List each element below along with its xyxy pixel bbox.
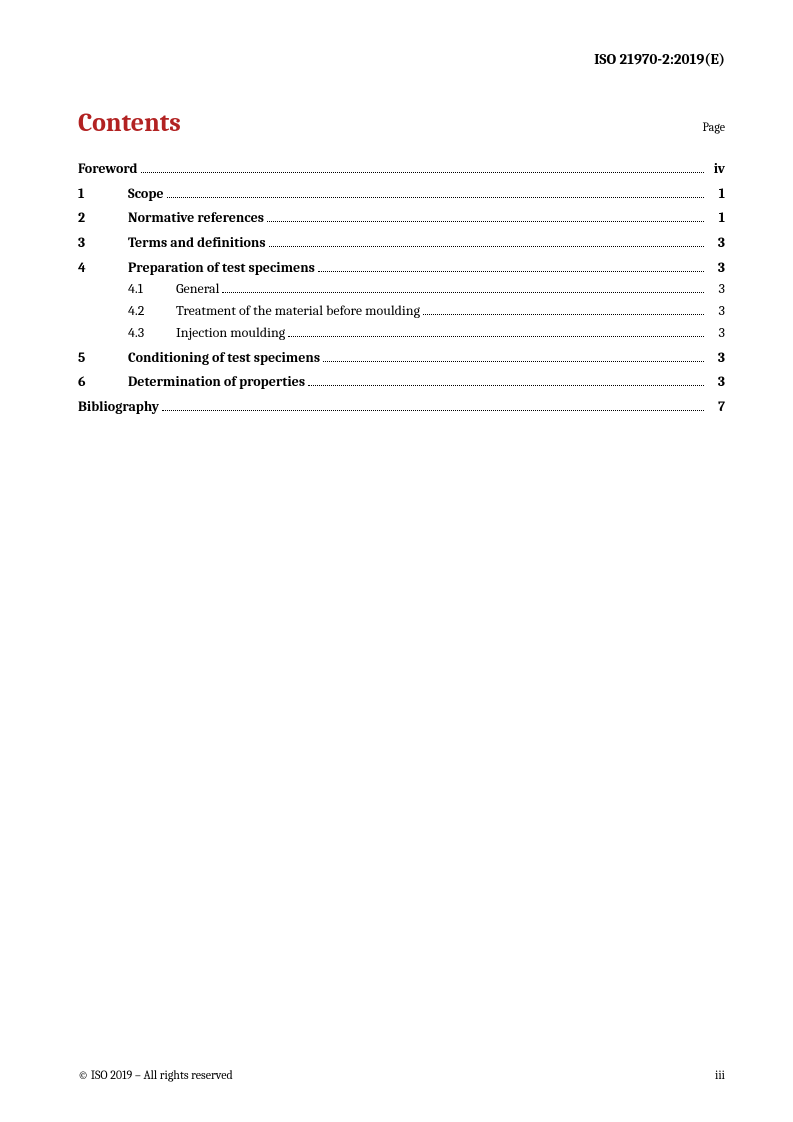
toc-subentry-treatment: 4.2 Treatment of the material before mou… (78, 300, 725, 322)
toc-subentry-injection-moulding: 4.3 Injection moulding 3 (78, 322, 725, 344)
toc-title: Normative references (128, 207, 264, 229)
page-footer: © ISO 2019 – All rights reserved iii (78, 1068, 725, 1082)
toc-title: Preparation of test specimens (128, 257, 315, 279)
toc-title: Determination of properties (128, 371, 305, 393)
toc-num: 3 (78, 232, 128, 254)
toc-entry-bibliography: Bibliography 7 (78, 396, 725, 418)
toc-title: Terms and definitions (128, 232, 266, 254)
toc-num: 4.1 (128, 278, 176, 300)
toc-subentry-general: 4.1 General 3 (78, 278, 725, 300)
toc-entry-normative-references: 2 Normative references 1 (78, 207, 725, 229)
toc-page: iv (707, 158, 725, 180)
contents-header-row: Contents Page (78, 108, 725, 138)
toc-leader (141, 172, 704, 173)
toc-page: 3 (707, 371, 725, 393)
toc-num: 4 (78, 257, 128, 279)
toc-title: Foreword (78, 158, 138, 180)
toc-page: 1 (707, 183, 725, 205)
toc-leader (222, 292, 704, 293)
toc-title: Bibliography (78, 396, 159, 418)
toc-title: General (176, 278, 219, 300)
toc-num: 1 (78, 183, 128, 205)
toc-num: 4.2 (128, 300, 176, 322)
toc-title: Scope (128, 183, 164, 205)
toc-entry-conditioning: 5 Conditioning of test specimens 3 (78, 347, 725, 369)
table-of-contents: Foreword iv 1 Scope 1 2 Normative refere… (78, 158, 725, 418)
toc-entry-scope: 1 Scope 1 (78, 183, 725, 205)
toc-page: 3 (707, 278, 725, 300)
page-column-label: Page (703, 120, 725, 134)
toc-entry-determination: 6 Determination of properties 3 (78, 371, 725, 393)
toc-page: 7 (707, 396, 725, 418)
toc-title: Injection moulding (176, 322, 285, 344)
toc-page: 1 (707, 207, 725, 229)
toc-num: 5 (78, 347, 128, 369)
toc-page: 3 (707, 300, 725, 322)
toc-num: 2 (78, 207, 128, 229)
contents-title: Contents (78, 108, 181, 138)
copyright-text: © ISO 2019 – All rights reserved (78, 1068, 233, 1082)
toc-leader (318, 271, 704, 272)
toc-page: 3 (707, 232, 725, 254)
toc-leader (308, 385, 704, 386)
document-id: ISO 21970-2:2019(E) (78, 50, 725, 68)
toc-title: Treatment of the material before mouldin… (176, 300, 420, 322)
toc-leader (323, 361, 704, 362)
toc-page: 3 (707, 322, 725, 344)
toc-num: 4.3 (128, 322, 176, 344)
toc-page: 3 (707, 257, 725, 279)
toc-entry-terms-definitions: 3 Terms and definitions 3 (78, 232, 725, 254)
toc-entry-preparation: 4 Preparation of test specimens 3 (78, 257, 725, 279)
toc-leader (288, 336, 704, 337)
toc-num: 6 (78, 371, 128, 393)
toc-leader (423, 314, 704, 315)
page-number: iii (715, 1068, 725, 1082)
toc-leader (269, 246, 704, 247)
toc-page: 3 (707, 347, 725, 369)
toc-leader (267, 221, 704, 222)
toc-entry-foreword: Foreword iv (78, 158, 725, 180)
toc-leader (162, 410, 704, 411)
toc-leader (167, 197, 704, 198)
toc-title: Conditioning of test specimens (128, 347, 320, 369)
